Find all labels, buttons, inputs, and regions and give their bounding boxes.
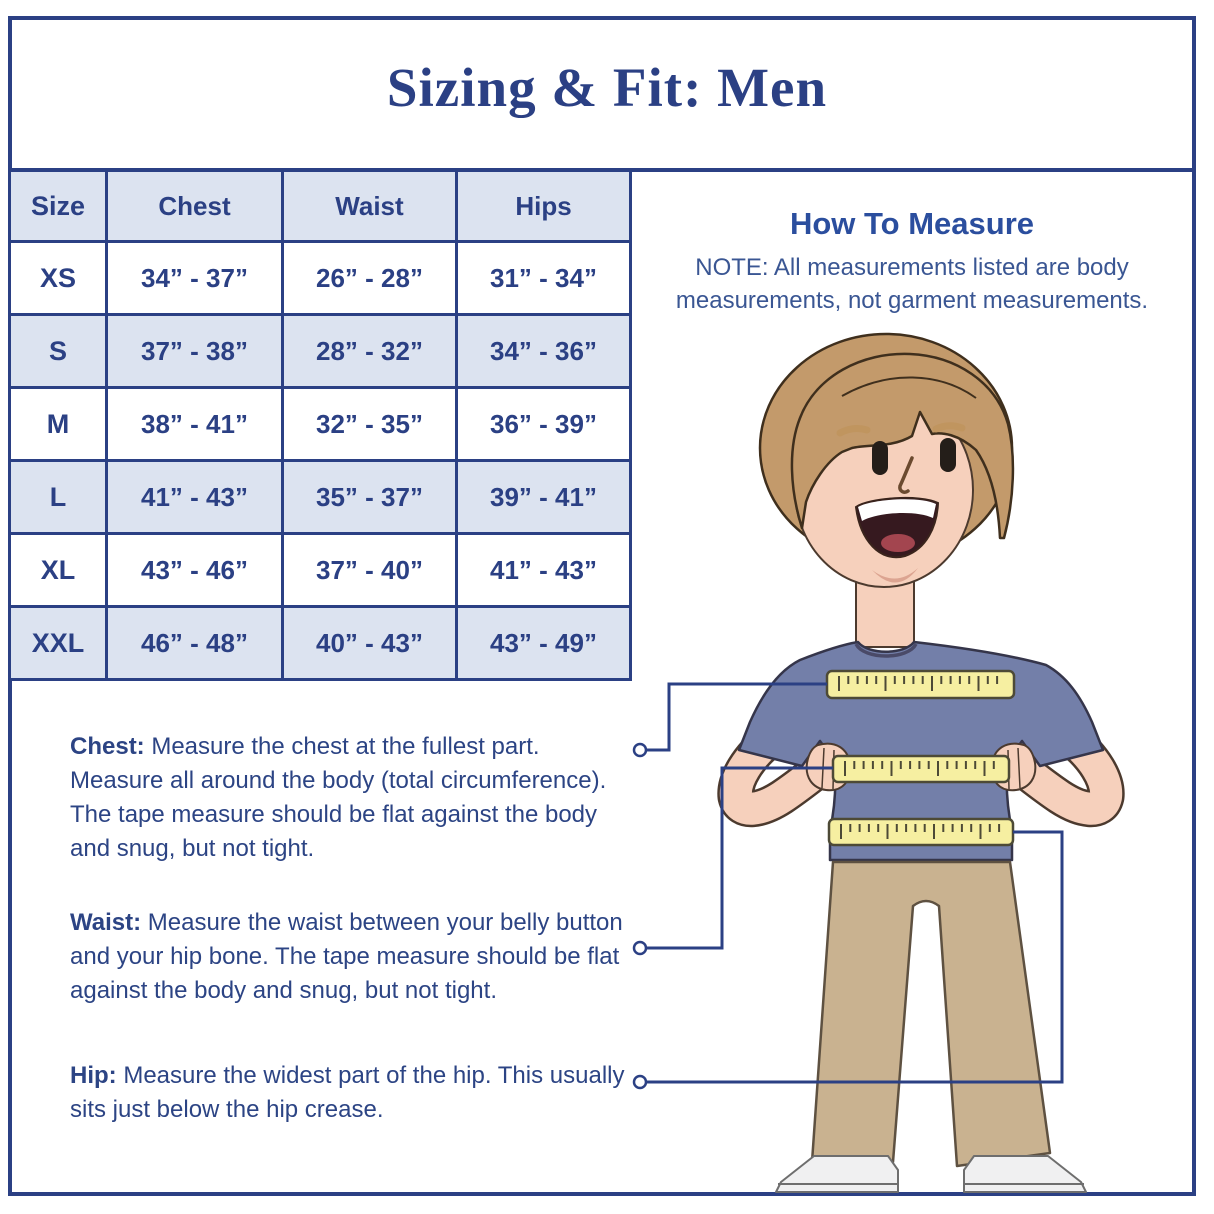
- text-line: The tape measure should be flat against …: [70, 801, 598, 828]
- hip-measuring-tape: [827, 817, 1015, 847]
- size-label: XXL: [11, 608, 105, 678]
- hips-value: 34” - 36”: [458, 316, 629, 386]
- text-line: Measure the chest at the fullest part.: [151, 733, 540, 760]
- chin-shade: [872, 568, 918, 583]
- right-arm: [1002, 722, 1123, 825]
- chest-instruction: Chest: Measure the chest at the fullest …: [70, 730, 680, 866]
- callout-connectors: [632, 682, 1064, 1090]
- text-line: sits just below the hip crease.: [70, 1096, 384, 1123]
- waist-instruction: Waist: Measure the waist between your be…: [70, 906, 680, 1008]
- chest-value: 46” - 48”: [108, 608, 281, 678]
- waist-instruction-label: Waist:: [70, 909, 142, 936]
- hips-value: 36” - 39”: [458, 389, 629, 459]
- measurement-note: NOTE: All measurements listed are body m…: [626, 251, 1198, 317]
- header-size: Size: [11, 172, 105, 240]
- right-shoe: [963, 1155, 1087, 1193]
- text-line: Measure the widest part of the hip. This…: [123, 1062, 625, 1089]
- hips-value: 39” - 41”: [458, 462, 629, 532]
- header-chest: Chest: [108, 172, 281, 240]
- text-line: and snug, but not tight.: [70, 835, 315, 862]
- left-shoe: [775, 1155, 899, 1193]
- waist-value: 28” - 32”: [284, 316, 455, 386]
- size-label: XS: [11, 243, 105, 313]
- waist-value: 26” - 28”: [284, 243, 455, 313]
- chest-connector-line: [646, 682, 827, 752]
- right-eyebrow: [932, 422, 966, 433]
- waist-connector-line: [646, 766, 833, 950]
- waist-value: 32” - 35”: [284, 389, 455, 459]
- left-eyebrow: [836, 425, 871, 437]
- waist-measuring-tape: [831, 754, 1011, 784]
- how-to-measure-heading: How To Measure: [789, 206, 1035, 241]
- teeth: [858, 499, 936, 521]
- left-eye: [872, 441, 888, 475]
- note-line: measurements, not garment measurements.: [675, 287, 1149, 314]
- size-label: L: [11, 462, 105, 532]
- hips-value: 41” - 43”: [458, 535, 629, 605]
- hips-value: 31” - 34”: [458, 243, 629, 313]
- chest-connector-dot: [632, 742, 648, 758]
- collar: [854, 642, 918, 658]
- hips-value: 43” - 49”: [458, 608, 629, 678]
- note-line: NOTE: All measurements listed are body: [695, 254, 1129, 281]
- header-hips: Hips: [458, 172, 629, 240]
- chest-value: 37” - 38”: [108, 316, 281, 386]
- size-label: S: [11, 316, 105, 386]
- nose: [898, 456, 914, 494]
- hip-instruction-label: Hip:: [70, 1062, 117, 1089]
- waist-value: 37” - 40”: [284, 535, 455, 605]
- hip-connector-line: [646, 830, 1064, 1084]
- chest-value: 34” - 37”: [108, 243, 281, 313]
- waist-connector-dot: [632, 940, 648, 956]
- hip-connector-dot: [632, 1074, 648, 1090]
- title-divider-line: [8, 168, 1196, 172]
- waist-value: 40” - 43”: [284, 608, 455, 678]
- sizing-table: Size Chest Waist Hips XS 34” - 37” 26” -…: [8, 172, 632, 681]
- text-line: Measure all around the body (total circu…: [70, 767, 607, 794]
- chest-measuring-tape: [825, 669, 1016, 700]
- text-line: Measure the waist between your belly but…: [147, 909, 623, 936]
- text-line: and your hip bone. The tape measure shou…: [70, 943, 620, 970]
- waist-value: 35” - 37”: [284, 462, 455, 532]
- cartoon-man: [717, 332, 1125, 1193]
- header-waist: Waist: [284, 172, 455, 240]
- hip-instruction: Hip: Measure the widest part of the hip.…: [70, 1059, 680, 1127]
- size-label: M: [11, 389, 105, 459]
- chest-value: 41” - 43”: [108, 462, 281, 532]
- text-line: against the body and snug, but not tight…: [70, 977, 497, 1004]
- hair-strand: [841, 376, 977, 399]
- tongue: [881, 534, 915, 552]
- size-label: XL: [11, 535, 105, 605]
- pants: [810, 860, 1052, 1168]
- chest-value: 38” - 41”: [108, 389, 281, 459]
- chest-instruction-label: Chest:: [70, 733, 145, 760]
- right-eye: [940, 438, 956, 472]
- chest-value: 43” - 46”: [108, 535, 281, 605]
- page-title: Sizing & Fit: Men: [386, 57, 828, 118]
